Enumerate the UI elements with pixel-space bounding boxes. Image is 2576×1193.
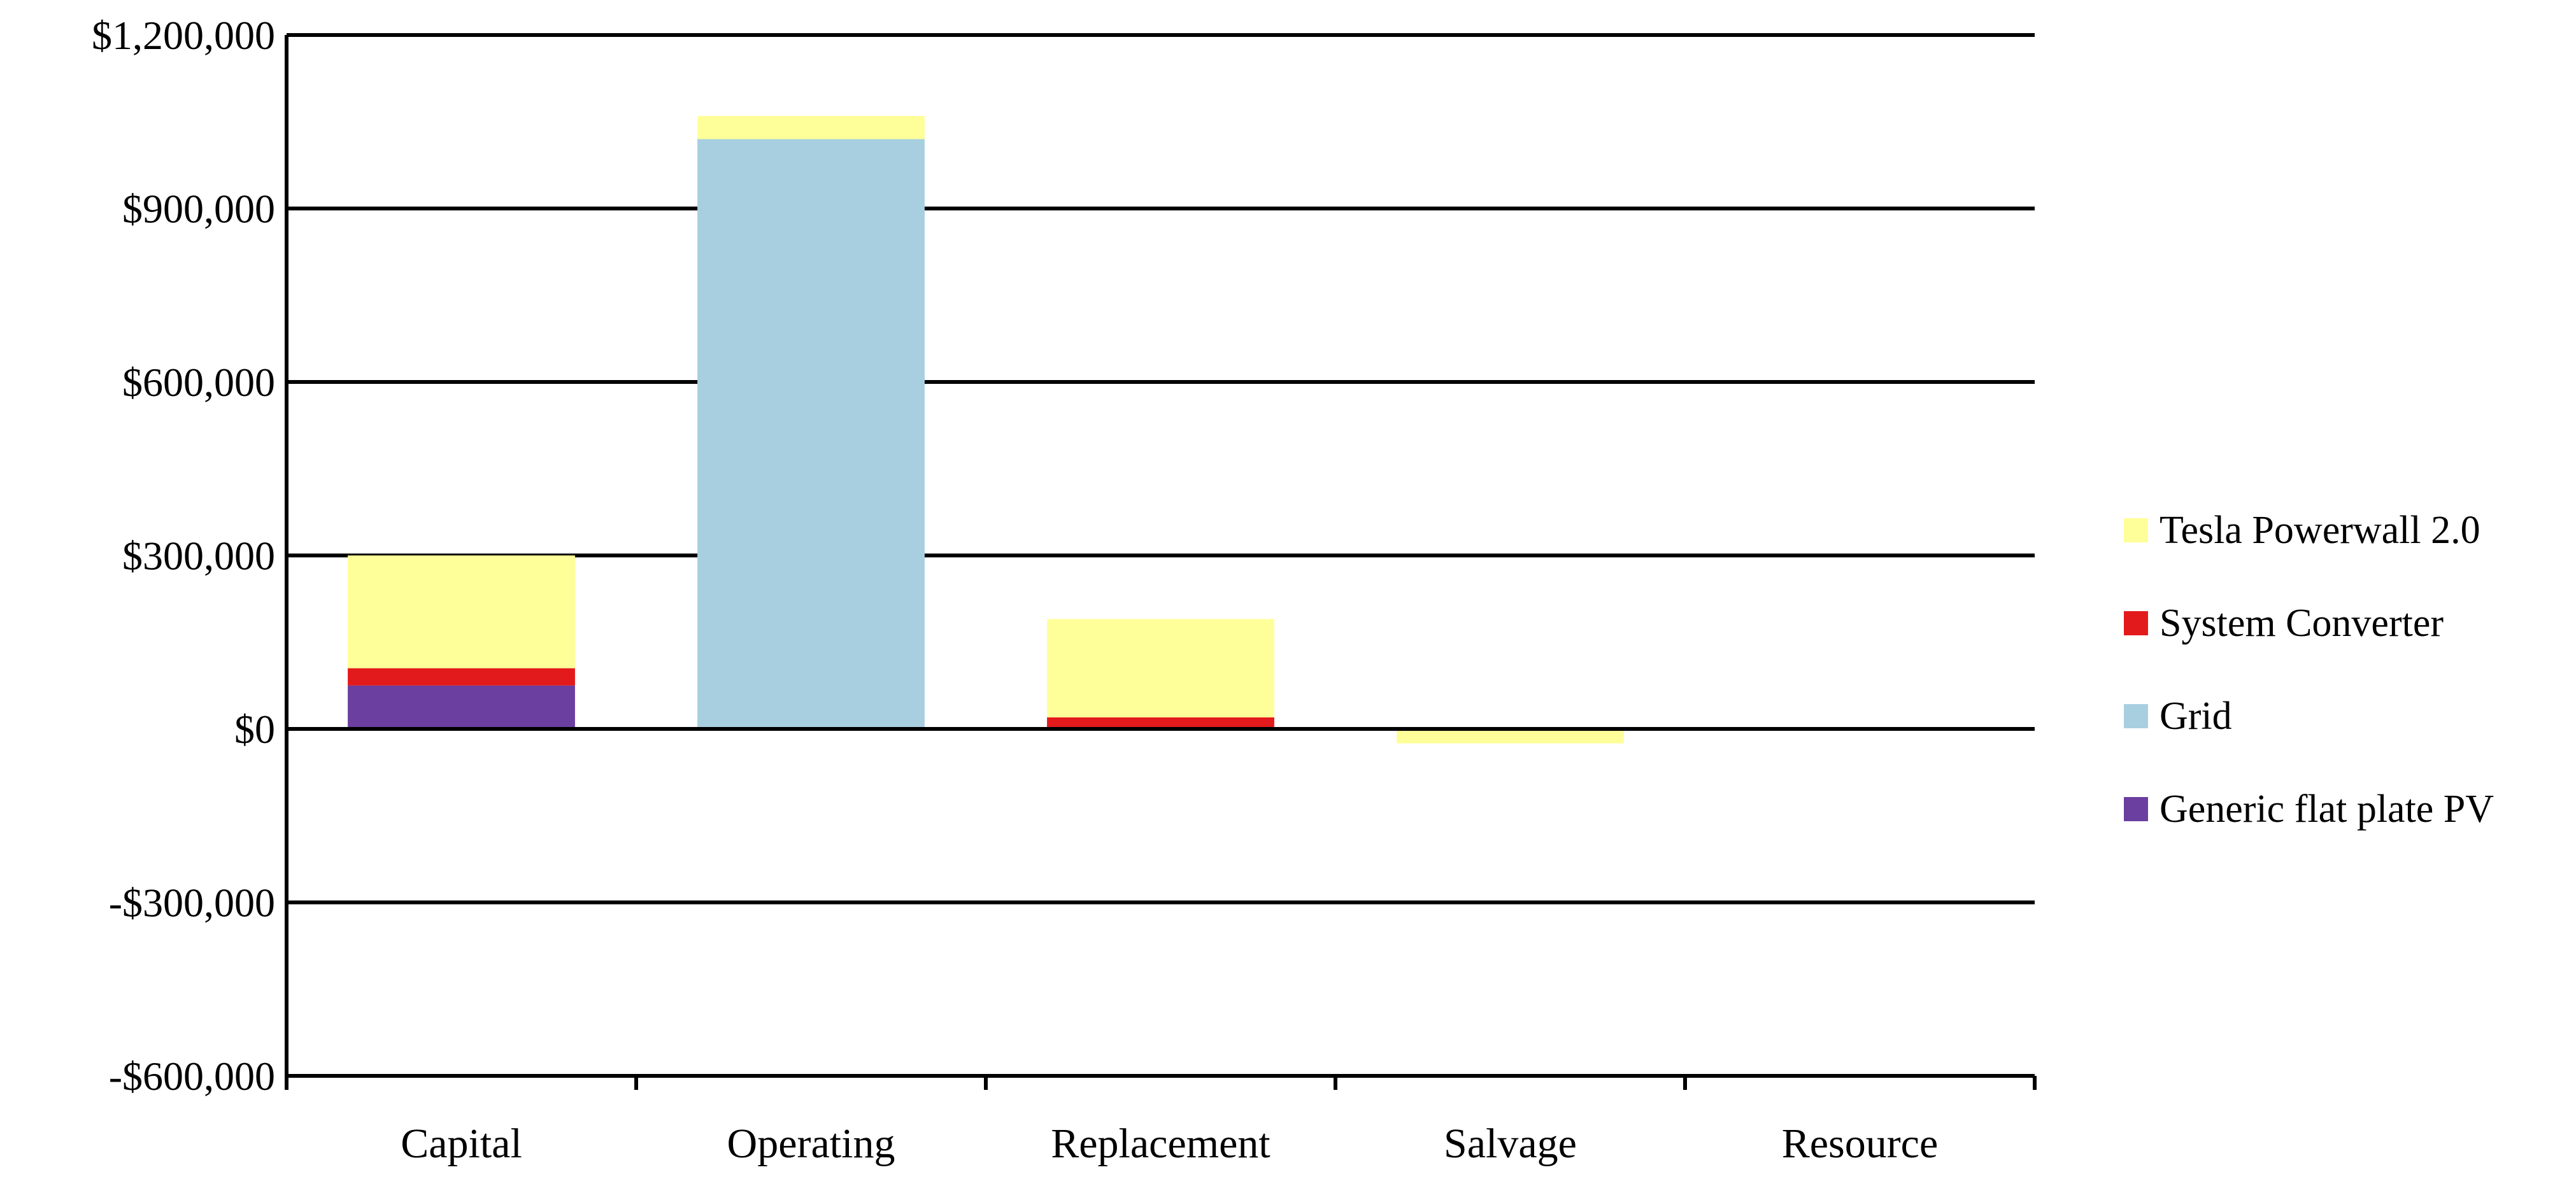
- bar-grid: [697, 139, 925, 729]
- legend-label: Grid: [2160, 695, 2232, 738]
- x-tick-label: Salvage: [1444, 1120, 1577, 1167]
- bar-tesla-powerwall-2-0: [697, 116, 925, 139]
- y-tick-label: $1,200,000: [92, 13, 275, 58]
- bar-system-converter: [348, 668, 575, 686]
- x-tick-label: Replacement: [1051, 1120, 1270, 1167]
- y-tick-label: $0: [234, 707, 275, 752]
- bar-generic-flat-plate-pv: [348, 685, 575, 729]
- y-tick-label: $600,000: [122, 360, 275, 405]
- legend-label: Tesla Powerwall 2.0: [2160, 509, 2480, 552]
- bar-tesla-powerwall-2-0: [1047, 619, 1274, 717]
- y-tick-label: $300,000: [122, 533, 275, 579]
- legend-swatch: [2124, 704, 2148, 728]
- x-tick-label: Capital: [401, 1120, 522, 1167]
- legend-swatch: [2124, 518, 2148, 542]
- y-tick-label: $900,000: [122, 187, 275, 232]
- bar-tesla-powerwall-2-0: [1397, 729, 1624, 744]
- legend-label: System Converter: [2160, 602, 2444, 645]
- x-tick-label: Operating: [727, 1120, 895, 1167]
- legend-label: Generic flat plate PV: [2160, 787, 2494, 831]
- bar-system-converter: [1047, 717, 1274, 729]
- x-tick-label: Resource: [1782, 1120, 1939, 1167]
- bar-tesla-powerwall-2-0: [348, 555, 575, 668]
- legend-swatch: [2124, 797, 2148, 821]
- legend-swatch: [2124, 611, 2148, 635]
- y-tick-label: -$300,000: [109, 880, 275, 926]
- y-tick-label: -$600,000: [109, 1054, 275, 1099]
